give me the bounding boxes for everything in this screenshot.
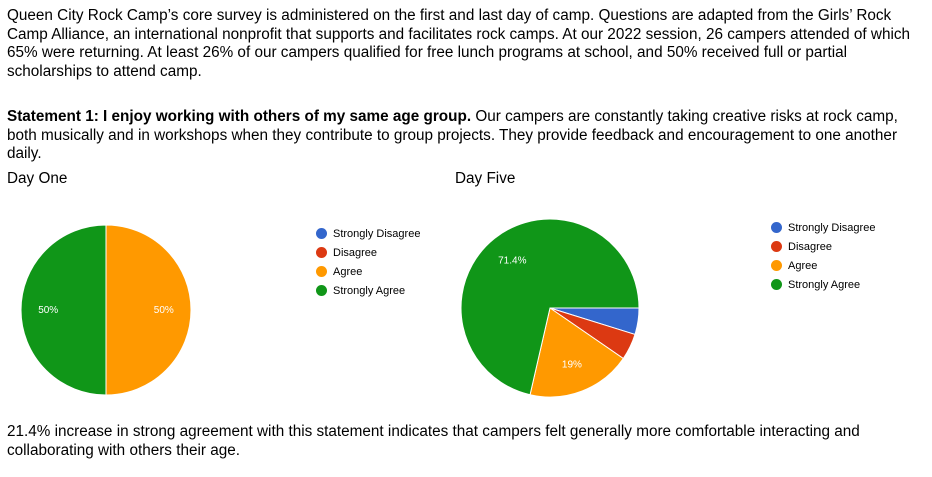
statement-body: Our campers are constantly taking creati… bbox=[7, 108, 898, 162]
day-one-slice-agree bbox=[105, 224, 192, 396]
day-five-label-agree: 19% bbox=[562, 359, 582, 370]
day-one-label-strongly-agree: 50% bbox=[38, 305, 58, 316]
legend-swatch bbox=[771, 279, 782, 290]
intro-paragraph: Queen City Rock Camp’s core survey is ad… bbox=[7, 7, 911, 80]
day-one-legend-item-disagree: Disagree bbox=[316, 243, 420, 262]
day-five-title: Day Five bbox=[455, 170, 516, 187]
legend-label: Strongly Disagree bbox=[788, 221, 876, 234]
conclusion-paragraph: 21.4% increase in strong agreement with … bbox=[7, 423, 860, 459]
day-one-pie-chart: 50% 50% bbox=[20, 224, 192, 396]
day-five-legend-item-strongly-agree: Strongly Agree bbox=[771, 275, 875, 294]
legend-label: Agree bbox=[333, 265, 363, 278]
legend-label: Strongly Agree bbox=[333, 284, 406, 297]
day-one-slice-strongly-agree bbox=[20, 224, 107, 396]
legend-swatch bbox=[316, 228, 327, 239]
statement-heading: Statement 1: I enjoy working with others… bbox=[7, 108, 472, 125]
legend-label: Strongly Disagree bbox=[333, 227, 421, 240]
day-five-legend-item-agree: Agree bbox=[771, 256, 875, 275]
legend-swatch bbox=[316, 247, 327, 258]
day-one-title: Day One bbox=[7, 170, 68, 187]
day-five-slice-agree bbox=[529, 307, 624, 398]
day-one-legend: Strongly Disagree Disagree Agree Strongly A… bbox=[316, 224, 420, 300]
day-one-label-agree: 50% bbox=[154, 305, 174, 316]
legend-swatch bbox=[316, 285, 327, 296]
day-five-pie-chart: 19% 71.4% bbox=[460, 218, 640, 398]
day-five-legend-item-strongly-disagree: Strongly Disagree bbox=[771, 218, 875, 237]
legend-swatch bbox=[316, 266, 327, 277]
day-five-label-strongly-agree: 71.4% bbox=[498, 256, 526, 267]
day-one-legend-item-strongly-agree: Strongly Agree bbox=[316, 281, 420, 300]
day-five-legend-item-disagree: Disagree bbox=[771, 237, 875, 256]
day-five-slice-strongly-agree bbox=[460, 218, 640, 396]
legend-label: Strongly Agree bbox=[788, 278, 861, 291]
legend-swatch bbox=[771, 222, 782, 233]
day-five-legend: Strongly Disagree Disagree Agree Strongly A… bbox=[771, 218, 875, 294]
day-one-legend-item-agree: Agree bbox=[316, 262, 420, 281]
legend-label: Disagree bbox=[333, 246, 378, 259]
legend-label: Agree bbox=[788, 259, 818, 272]
legend-swatch bbox=[771, 241, 782, 252]
statement-paragraph: Statement 1: I enjoy working with others… bbox=[7, 108, 922, 164]
day-one-legend-item-strongly-disagree: Strongly Disagree bbox=[316, 224, 420, 243]
legend-label: Disagree bbox=[788, 240, 833, 253]
legend-swatch bbox=[771, 260, 782, 271]
